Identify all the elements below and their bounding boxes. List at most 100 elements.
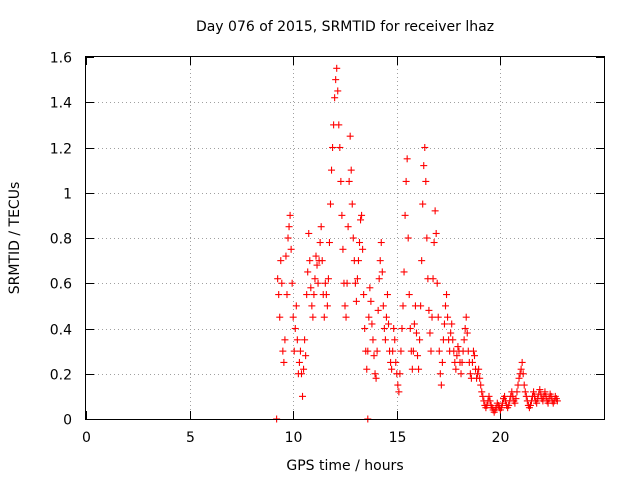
data-point xyxy=(412,329,420,337)
data-point xyxy=(363,365,371,373)
data-point xyxy=(380,325,388,332)
data-point xyxy=(322,291,330,299)
data-point xyxy=(314,279,322,287)
data-point xyxy=(278,279,286,287)
data-point xyxy=(420,162,428,170)
data-point xyxy=(325,239,333,247)
data-point xyxy=(401,211,409,219)
data-point xyxy=(326,200,334,208)
data-point xyxy=(440,320,448,328)
data-point xyxy=(428,313,436,321)
data-point xyxy=(338,211,346,219)
data-point xyxy=(376,257,384,265)
y-axis-tick-labels: 0 0.2 0.4 0.6 0.8 1 1.2 1.4 1.6 xyxy=(50,51,72,429)
data-point xyxy=(479,392,487,400)
y-tick-label: 1.4 xyxy=(50,96,72,112)
data-point xyxy=(512,395,520,403)
data-point xyxy=(526,401,534,409)
data-point xyxy=(457,370,465,378)
data-point xyxy=(486,397,494,405)
data-point xyxy=(287,245,295,253)
data-point xyxy=(392,358,400,366)
data-point xyxy=(436,370,444,378)
data-point xyxy=(425,306,433,314)
data-point xyxy=(390,325,398,332)
data-point xyxy=(293,336,301,344)
data-point xyxy=(333,64,341,72)
data-point xyxy=(300,365,308,373)
data-point xyxy=(352,297,360,305)
data-point xyxy=(511,399,519,407)
data-point xyxy=(409,347,417,355)
data-point xyxy=(435,347,443,355)
data-point xyxy=(279,347,287,355)
y-tick-label: 0.8 xyxy=(50,232,72,248)
x-tick-label: 0 xyxy=(82,430,91,446)
data-point xyxy=(284,234,292,242)
y-tick-label: 1.6 xyxy=(50,51,72,67)
data-point xyxy=(432,229,440,237)
data-point xyxy=(276,313,284,321)
data-point xyxy=(429,275,437,283)
data-point xyxy=(404,234,412,242)
data-point xyxy=(277,257,285,265)
data-point xyxy=(514,381,522,389)
data-point xyxy=(405,291,413,299)
data-point xyxy=(348,200,356,208)
data-point xyxy=(414,352,422,360)
data-point xyxy=(381,336,389,344)
data-point xyxy=(366,284,374,292)
data-point xyxy=(382,313,390,321)
data-point xyxy=(329,144,337,151)
data-point xyxy=(518,358,526,366)
data-point xyxy=(421,144,429,151)
data-point xyxy=(316,239,324,247)
data-point xyxy=(282,252,290,260)
data-point xyxy=(505,401,513,409)
data-point xyxy=(410,320,418,328)
data-point xyxy=(292,302,300,310)
data-point xyxy=(351,279,359,287)
chart-title: Day 076 of 2015, SRMTID for receiver lha… xyxy=(196,19,494,35)
data-point xyxy=(357,216,365,224)
data-point xyxy=(434,313,442,321)
data-point xyxy=(438,358,446,366)
data-point xyxy=(302,352,310,360)
data-point xyxy=(476,374,484,382)
data-point xyxy=(441,302,449,310)
data-point xyxy=(310,291,318,299)
data-point xyxy=(515,374,523,382)
data-point xyxy=(427,347,435,355)
data-point xyxy=(468,358,476,366)
data-point xyxy=(336,144,344,151)
data-point xyxy=(370,352,378,360)
data-point xyxy=(454,343,462,351)
data-point xyxy=(341,302,349,310)
y-tick-label: 1.2 xyxy=(50,142,72,158)
data-point xyxy=(303,291,311,299)
y-tick-label: 0 xyxy=(63,413,72,429)
data-point xyxy=(349,234,357,242)
data-point xyxy=(296,347,304,355)
data-point xyxy=(377,239,385,247)
data-point xyxy=(463,329,471,337)
data-point xyxy=(389,347,397,355)
data-point xyxy=(367,297,375,305)
data-point xyxy=(364,347,372,355)
data-point xyxy=(344,223,352,231)
data-point xyxy=(339,245,347,253)
data-point xyxy=(419,200,427,208)
y-tick-label: 0.4 xyxy=(50,323,72,339)
data-point xyxy=(369,336,377,344)
data-point xyxy=(311,275,319,283)
data-point xyxy=(289,313,297,321)
data-point xyxy=(478,388,486,396)
data-point xyxy=(536,386,544,394)
data-point xyxy=(398,325,406,332)
data-point xyxy=(471,352,478,360)
data-point xyxy=(460,336,468,344)
x-tick-label: 15 xyxy=(389,430,407,446)
data-point xyxy=(309,313,317,321)
data-point xyxy=(346,132,354,140)
